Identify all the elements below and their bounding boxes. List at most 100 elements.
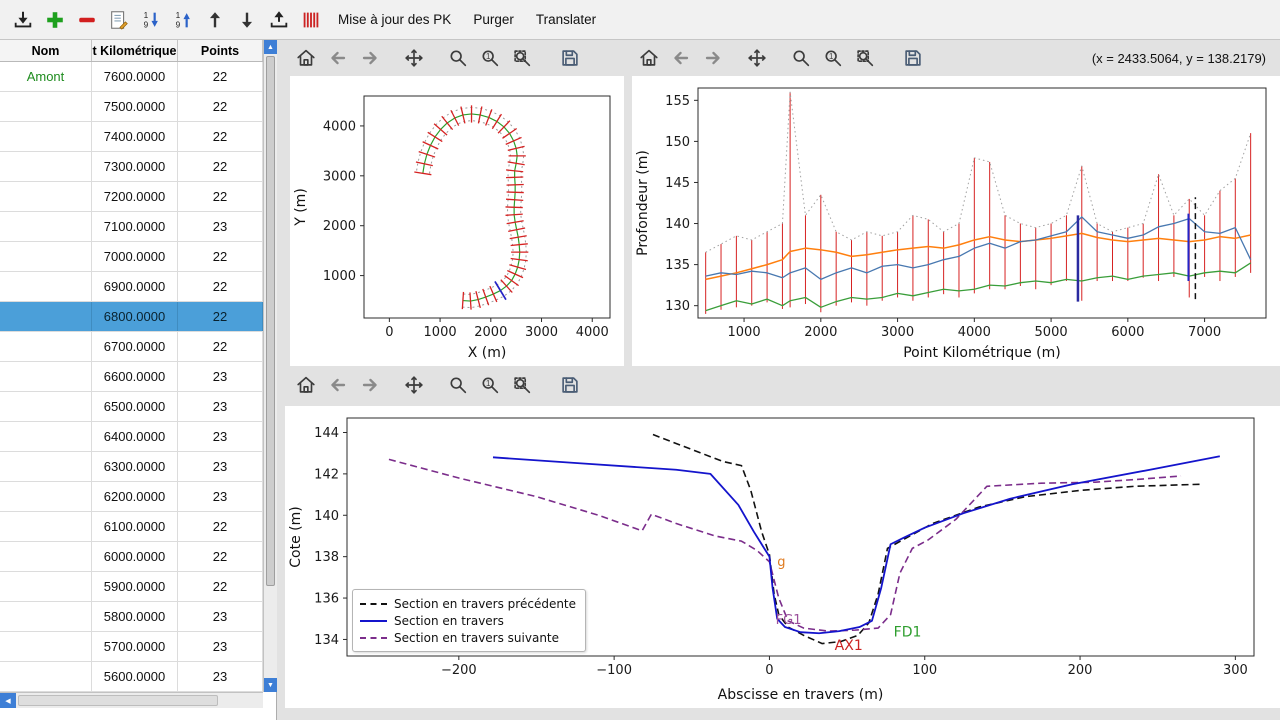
pan-button[interactable] (399, 370, 429, 400)
table-row[interactable]: 6500.0000 23 (0, 392, 263, 422)
table-row[interactable]: 7000.0000 22 (0, 242, 263, 272)
column-header-pk[interactable]: t Kilométrique (92, 40, 178, 61)
back-button[interactable] (323, 43, 353, 73)
cell-pk: 6400.0000 (92, 422, 178, 451)
table-row[interactable]: 5800.0000 23 (0, 602, 263, 632)
table-row[interactable]: 6100.0000 22 (0, 512, 263, 542)
table-row[interactable]: Amont 7600.0000 22 (0, 62, 263, 92)
table-row[interactable]: 7300.0000 22 (0, 152, 263, 182)
home-icon (297, 376, 315, 393)
zoom-button[interactable] (786, 43, 816, 73)
column-header-points[interactable]: Points (178, 40, 263, 61)
add-button[interactable] (40, 5, 70, 35)
home-button[interactable] (634, 43, 664, 73)
legend-item-previous: Section en travers précédente (360, 595, 576, 612)
table-row[interactable]: 7100.0000 23 (0, 212, 263, 242)
vertical-scrollbar[interactable]: ▲ ▼ (263, 40, 277, 692)
plan-chart[interactable]: 0 1000 2000 3000 4000 1000 2000 3000 4000 X (m) Y … (290, 76, 624, 366)
zoom-rect-button[interactable] (507, 43, 537, 73)
table-row[interactable]: 6000.0000 22 (0, 542, 263, 572)
import-button[interactable] (8, 5, 38, 35)
pan-icon (405, 49, 423, 67)
cell-points: 23 (178, 602, 263, 631)
profile-chart[interactable]: 1000 2000 3000 4000 5000 6000 7000 130 135 140 145… (632, 76, 1280, 366)
zoom-1-button[interactable]: 1 (818, 43, 848, 73)
table-row[interactable]: 7500.0000 22 (0, 92, 263, 122)
forward-button[interactable] (698, 43, 728, 73)
back-button[interactable] (323, 370, 353, 400)
table-row[interactable]: 5700.0000 23 (0, 632, 263, 662)
zoom-button[interactable] (443, 370, 473, 400)
forward-button[interactable] (355, 370, 385, 400)
svg-text:138: 138 (314, 550, 339, 565)
table-row[interactable]: 6200.0000 23 (0, 482, 263, 512)
scroll-handle[interactable] (266, 56, 275, 586)
cell-points: 22 (178, 542, 263, 571)
forward-button[interactable] (355, 43, 385, 73)
table-row[interactable]: 6700.0000 22 (0, 332, 263, 362)
cell-points: 22 (178, 272, 263, 301)
move-down-button[interactable] (232, 5, 262, 35)
section-chart[interactable]: −200 −100 0 100 200 300 134 136 138 140 142 144 Absc… (285, 406, 1280, 708)
save-button[interactable] (898, 43, 928, 73)
scroll-up-arrow[interactable]: ▲ (264, 40, 277, 54)
cell-points: 22 (178, 512, 263, 541)
svg-text:1: 1 (486, 379, 490, 388)
svg-text:3000: 3000 (525, 325, 558, 340)
zoom-1-button[interactable]: 1 (475, 370, 505, 400)
forward-icon (362, 378, 377, 392)
table-row[interactable]: 6800.0000 22 (0, 302, 263, 332)
zoom-button[interactable] (443, 43, 473, 73)
cell-nom (0, 182, 92, 211)
remove-button[interactable] (72, 5, 102, 35)
table-row[interactable]: 6900.0000 22 (0, 272, 263, 302)
table-row[interactable]: 7200.0000 22 (0, 182, 263, 212)
horizontal-scrollbar[interactable]: ◀ (0, 692, 263, 708)
back-button[interactable] (666, 43, 696, 73)
pan-button[interactable] (399, 43, 429, 73)
table-row[interactable]: 5900.0000 22 (0, 572, 263, 602)
pan-button[interactable] (742, 43, 772, 73)
export-button[interactable] (264, 5, 294, 35)
pan-icon (748, 49, 766, 67)
save-button[interactable] (555, 43, 585, 73)
save-icon (562, 50, 578, 66)
zoom-rect-button[interactable] (507, 370, 537, 400)
svg-text:1: 1 (829, 52, 833, 61)
profile-plot-toolbar: 1 (634, 43, 928, 73)
back-icon (331, 378, 346, 392)
svg-text:9: 9 (176, 20, 181, 29)
edit-list-button[interactable] (104, 5, 134, 35)
pk-stripes-button[interactable] (296, 5, 326, 35)
save-button[interactable] (555, 370, 585, 400)
scroll-down-arrow[interactable]: ▼ (264, 678, 277, 692)
scroll-left-arrow[interactable]: ◀ (0, 693, 16, 708)
update-pk-button[interactable]: Mise à jour des PK (328, 8, 461, 31)
table-row[interactable]: 6600.0000 23 (0, 362, 263, 392)
home-button[interactable] (291, 370, 321, 400)
table-row[interactable]: 6300.0000 23 (0, 452, 263, 482)
cell-pk: 6100.0000 (92, 512, 178, 541)
svg-text:144: 144 (314, 426, 339, 441)
zoom-rect-button[interactable] (850, 43, 880, 73)
svg-text:Y (m): Y (m) (293, 188, 309, 227)
svg-text:1000: 1000 (424, 325, 457, 340)
column-header-nom[interactable]: Nom (0, 40, 92, 61)
zoom-icon (450, 50, 467, 67)
svg-text:7000: 7000 (1188, 325, 1221, 340)
zoom-1-button[interactable]: 1 (475, 43, 505, 73)
sort-desc-icon: 19 (144, 11, 158, 29)
cell-pk: 6300.0000 (92, 452, 178, 481)
table-row[interactable]: 6400.0000 23 (0, 422, 263, 452)
table-row[interactable]: 7400.0000 22 (0, 122, 263, 152)
translater-button[interactable]: Translater (526, 8, 606, 31)
minus-icon (79, 17, 95, 22)
hscroll-handle[interactable] (18, 695, 218, 706)
svg-text:0: 0 (385, 325, 393, 340)
table-row[interactable]: 5600.0000 23 (0, 662, 263, 692)
move-up-button[interactable] (200, 5, 230, 35)
purger-button[interactable]: Purger (463, 8, 524, 31)
home-button[interactable] (291, 43, 321, 73)
